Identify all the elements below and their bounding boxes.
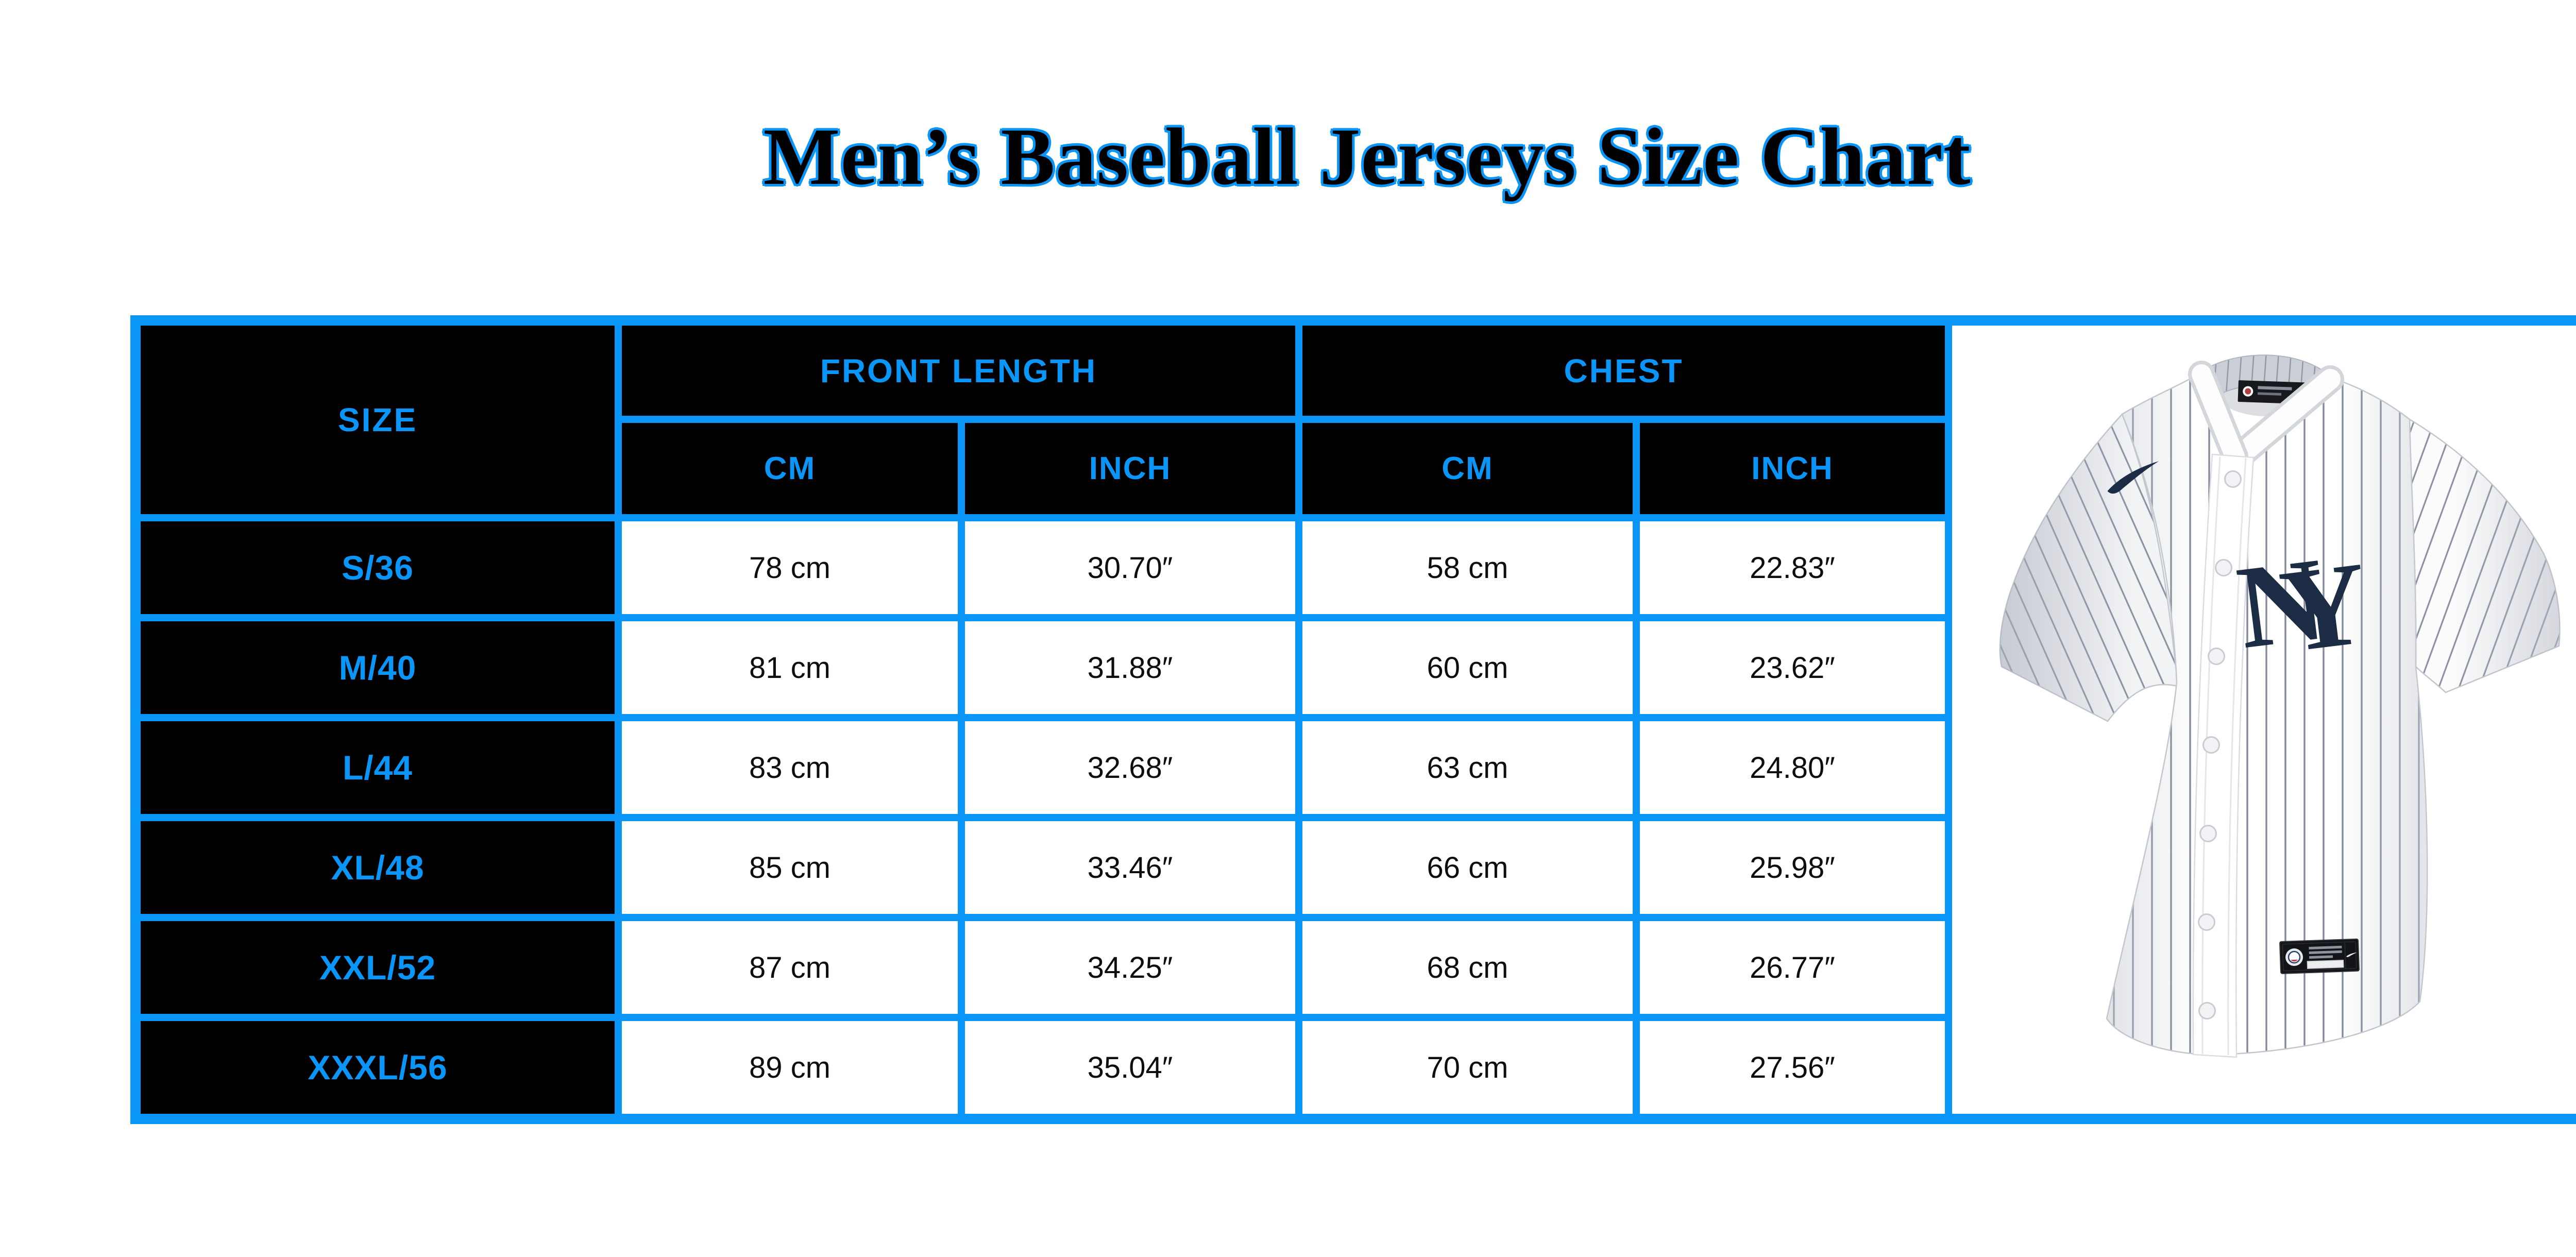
size-label: XXL/52: [141, 921, 615, 1014]
jersey-sleeves: [1999, 413, 2561, 722]
table-cell: 78 cm: [622, 521, 958, 614]
table-cell: 83 cm: [622, 721, 958, 814]
table-cell: 32.68″: [965, 721, 1295, 814]
table-cell: 27.56″: [1640, 1021, 1945, 1114]
table-cell: 66 cm: [1302, 821, 1633, 914]
jersey-image-panel: N Y: [1952, 326, 2576, 1114]
size-label: L/44: [141, 721, 615, 814]
size-chart-table: SIZE FRONT LENGTH CHEST CM INCH CM INCH …: [130, 315, 2576, 1124]
jersey-torso: [2106, 372, 2428, 1056]
unit-header-chest-inch: INCH: [1640, 423, 1945, 514]
table-cell: 81 cm: [622, 621, 958, 714]
unit-header-front-cm: CM: [622, 423, 958, 514]
monogram-letter-n: N: [2231, 533, 2332, 673]
table-cell: 58 cm: [1302, 521, 1633, 614]
jersey-collar-bands: [2188, 361, 2344, 472]
table-cell: 87 cm: [622, 921, 958, 1014]
table-cell: 25.98″: [1640, 821, 1945, 914]
column-group-front-length: FRONT LENGTH: [622, 326, 1295, 416]
page-title: Men’s Baseball Jerseys Size Chart: [763, 112, 1971, 202]
jersey-placket: [2192, 453, 2255, 1058]
monogram-letter-y: Y: [2274, 537, 2375, 677]
jersey-illustration: N Y: [1999, 354, 2561, 1058]
table-cell: 70 cm: [1302, 1021, 1633, 1114]
table-cell: 34.25″: [965, 921, 1295, 1014]
table-cell: 85 cm: [622, 821, 958, 914]
jersey-buttons: [2198, 470, 2242, 1020]
table-cell: 24.80″: [1640, 721, 1945, 814]
mlb-logo-patch: [2285, 948, 2303, 966]
unit-header-front-inch: INCH: [965, 423, 1295, 514]
table-cell: 31.88″: [965, 621, 1295, 714]
table-cell: 35.04″: [965, 1021, 1295, 1114]
table-cell: 60 cm: [1302, 621, 1633, 714]
nike-swoosh-icon: [2107, 461, 2159, 494]
table-cell: 33.46″: [965, 821, 1295, 914]
size-label: S/36: [141, 521, 615, 614]
table-cell: 30.70″: [965, 521, 1295, 614]
nike-swoosh-tag-icon: [2346, 952, 2358, 957]
table-cell: 89 cm: [622, 1021, 958, 1114]
table-cell: 63 cm: [1302, 721, 1633, 814]
table-cell: 22.83″: [1640, 521, 1945, 614]
size-label: XXXL/56: [141, 1021, 615, 1114]
column-group-chest: CHEST: [1302, 326, 1945, 416]
size-label: M/40: [141, 621, 615, 714]
unit-header-chest-cm: CM: [1302, 423, 1633, 514]
table-cell: 23.62″: [1640, 621, 1945, 714]
ny-monogram: N Y: [2231, 533, 2375, 677]
column-header-size: SIZE: [141, 326, 615, 514]
table-cell: 26.77″: [1640, 921, 1945, 1014]
jock-tag: [2279, 938, 2360, 974]
size-label: XL/48: [141, 821, 615, 914]
table-cell: 68 cm: [1302, 921, 1633, 1014]
